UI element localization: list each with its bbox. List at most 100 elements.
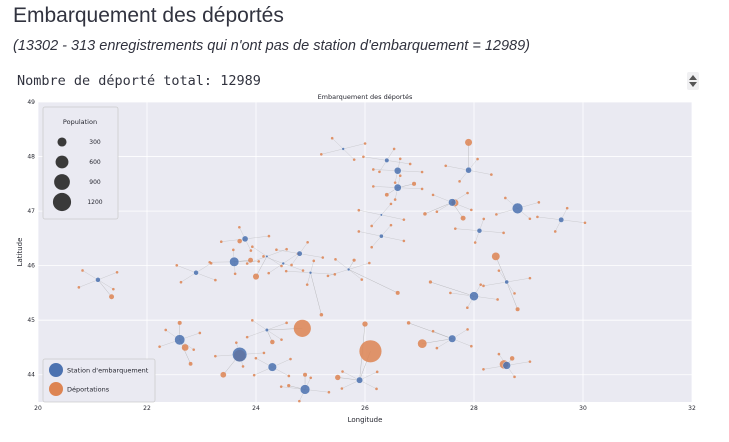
station-point	[174, 334, 186, 346]
edge-line	[468, 169, 492, 175]
edge-line	[176, 265, 197, 273]
size-legend-title: Population	[63, 118, 97, 126]
deportation-point	[257, 260, 261, 263]
deportation-point	[333, 273, 337, 276]
deportation-point	[453, 227, 457, 230]
deportation-point	[335, 374, 341, 381]
deportation-point	[284, 269, 288, 273]
station-point	[512, 202, 524, 214]
deportation-point	[536, 215, 539, 219]
deportation-point	[352, 258, 356, 262]
scroll-spinner[interactable]	[687, 72, 699, 90]
deportation-point	[237, 238, 242, 244]
edge-line	[97, 279, 114, 290]
color-legend-frame	[42, 358, 156, 403]
edge-line	[180, 272, 197, 283]
deportation-point	[279, 385, 283, 388]
edge-line	[561, 219, 586, 223]
station-point	[341, 147, 345, 151]
deportation-point	[466, 328, 469, 331]
x-tick-label: 28	[470, 405, 478, 412]
deportation-point	[251, 245, 254, 249]
deportation-point	[515, 307, 520, 312]
deportation-point	[360, 278, 364, 281]
deportation-point	[179, 280, 183, 284]
deportation-point	[431, 329, 435, 333]
deportation-point	[112, 287, 115, 291]
edge-line	[343, 143, 366, 150]
y-tick-label: 46	[27, 263, 35, 270]
edge-line	[266, 249, 287, 257]
edge-line	[283, 253, 298, 264]
deportation-point	[359, 340, 382, 363]
station-point	[232, 347, 248, 363]
edge-line	[371, 214, 382, 227]
legend-deportation-marker	[49, 382, 63, 396]
deportation-point	[398, 157, 402, 161]
deportation-point	[309, 376, 313, 380]
deportation-point	[209, 261, 213, 265]
deportation-point	[466, 191, 469, 195]
deportation-point	[583, 221, 587, 225]
size-legend-label: 300	[89, 139, 101, 146]
y-tick-label: 44	[27, 372, 35, 379]
deportation-point	[287, 374, 291, 378]
edge-line	[363, 156, 387, 161]
station-point	[393, 183, 402, 192]
edge-line	[195, 272, 216, 281]
deportation-point	[513, 292, 516, 295]
edge-line	[422, 338, 453, 344]
edge-line	[479, 230, 504, 234]
page-title: Embarquement des déportés	[13, 4, 284, 27]
deportation-point	[509, 356, 515, 361]
deportation-point	[289, 357, 292, 361]
edge-line	[78, 279, 99, 288]
edge-line	[266, 256, 282, 267]
edge-line	[310, 272, 335, 275]
deportation-point	[312, 259, 316, 263]
deportation-point	[482, 217, 486, 221]
edge-line	[373, 169, 398, 171]
size-legend-label: 900	[89, 179, 101, 186]
deportation-point	[233, 272, 237, 276]
deportation-point	[341, 370, 344, 373]
deportation-point	[473, 241, 477, 244]
deportation-point	[115, 270, 119, 274]
deportation-point	[214, 354, 217, 358]
deportation-point	[280, 264, 283, 268]
station-point	[267, 362, 277, 372]
deportation-point	[528, 276, 532, 280]
chart-title: Embarquement des déportés	[318, 93, 413, 101]
size-legend-label: 600	[89, 159, 101, 166]
size-legend-marker	[55, 155, 69, 169]
edge-line	[371, 236, 382, 248]
edge-line	[327, 269, 349, 277]
station-point	[241, 235, 249, 243]
deportation-point	[417, 339, 427, 349]
deportation-point	[502, 231, 505, 235]
deportation-point	[423, 212, 427, 216]
deportation-point	[280, 338, 283, 341]
edge-line	[266, 322, 287, 331]
x-tick-label: 24	[252, 405, 260, 412]
edge-line	[97, 272, 118, 281]
deportation-point	[372, 168, 375, 171]
deportation-point	[408, 162, 412, 166]
station-point	[502, 361, 511, 370]
deportation-point	[398, 174, 402, 178]
deportation-point	[384, 192, 389, 197]
deportation-point	[528, 360, 532, 363]
deportation-point	[81, 269, 84, 272]
deportation-point	[504, 196, 507, 200]
x-axis-label: Longitude	[348, 416, 383, 424]
deportation-point	[188, 361, 193, 366]
output-text: Nombre de déporté total: 12989	[17, 73, 261, 89]
edge-line	[358, 209, 382, 216]
x-tick-label: 20	[34, 405, 42, 412]
edge-line	[348, 262, 370, 270]
edge-line	[283, 263, 304, 271]
deportation-point	[245, 262, 249, 265]
deportation-point	[362, 321, 368, 327]
deportation-point	[435, 346, 439, 350]
deportation-point	[248, 257, 254, 263]
